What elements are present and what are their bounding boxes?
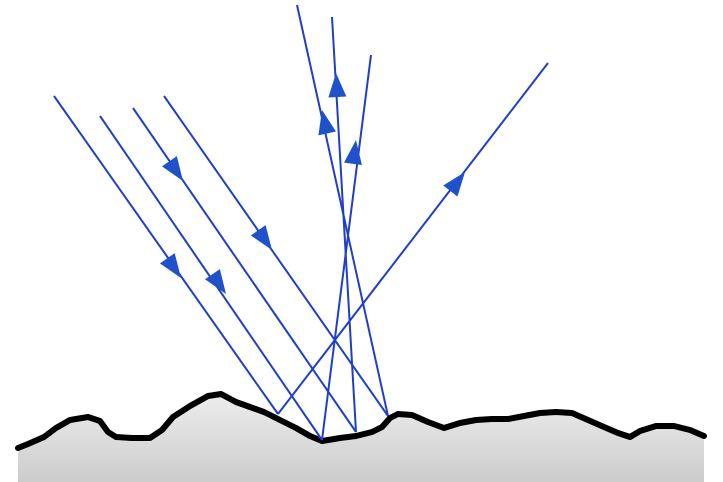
rough-surface xyxy=(15,391,707,451)
incident-arrow-2 xyxy=(205,269,226,294)
incident-arrow-4 xyxy=(250,225,272,250)
reflected-arrow-3 xyxy=(328,73,347,98)
incident-arrow-3 xyxy=(161,156,183,181)
incident-ray-4 xyxy=(163,95,389,417)
reflected-arrow-4 xyxy=(318,110,336,136)
incident-arrow-1 xyxy=(159,253,181,278)
incident-ray-1 xyxy=(53,95,279,415)
reflected-ray-1 xyxy=(277,62,549,415)
incident-ray-3 xyxy=(132,107,357,433)
reflected-arrow-1 xyxy=(443,172,465,197)
reflected-ray-2 xyxy=(321,54,372,441)
reflected-arrow-2 xyxy=(344,140,362,165)
reflected-ray-4 xyxy=(296,4,389,417)
